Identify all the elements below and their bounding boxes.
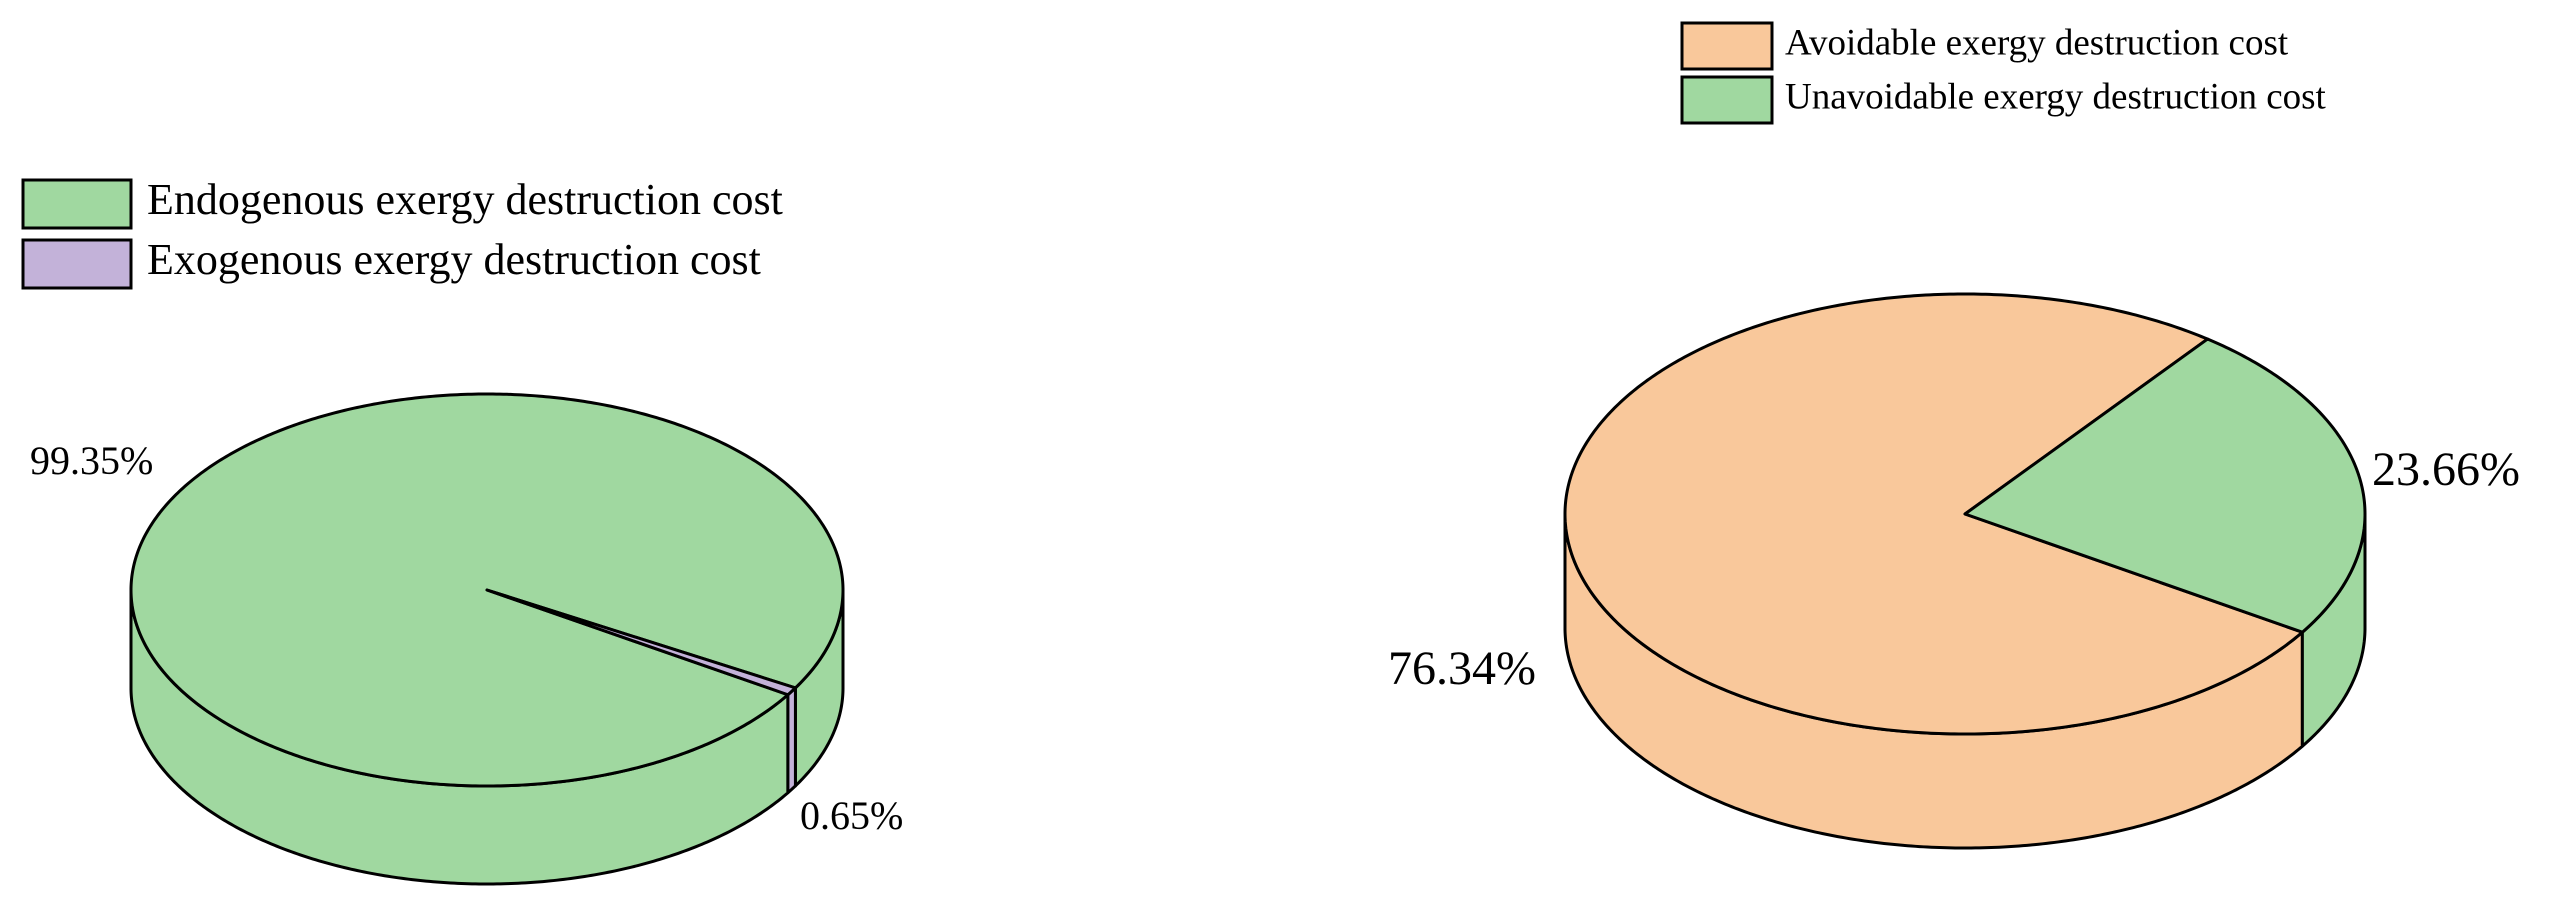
legend-label: Exogenous exergy destruction cost xyxy=(147,235,761,284)
slice-side xyxy=(786,686,797,795)
legend-label: Avoidable exergy destruction cost xyxy=(1785,22,2289,63)
slice xyxy=(485,588,797,697)
value-label: 23.66% xyxy=(2372,443,2520,496)
value-label: 76.34% xyxy=(1388,642,1536,695)
value-label: 0.65% xyxy=(800,793,903,838)
value-label: 99.35% xyxy=(30,438,153,483)
legend-swatch xyxy=(21,238,133,290)
legend-swatch xyxy=(1680,21,1774,71)
legend-swatch xyxy=(1680,75,1774,125)
legend-label: Unavoidable exergy destruction cost xyxy=(1785,76,2327,117)
legend-label: Endogenous exergy destruction cost xyxy=(147,175,783,224)
legend-swatch xyxy=(21,178,133,230)
slice xyxy=(1563,292,2304,736)
slice xyxy=(1963,337,2367,634)
